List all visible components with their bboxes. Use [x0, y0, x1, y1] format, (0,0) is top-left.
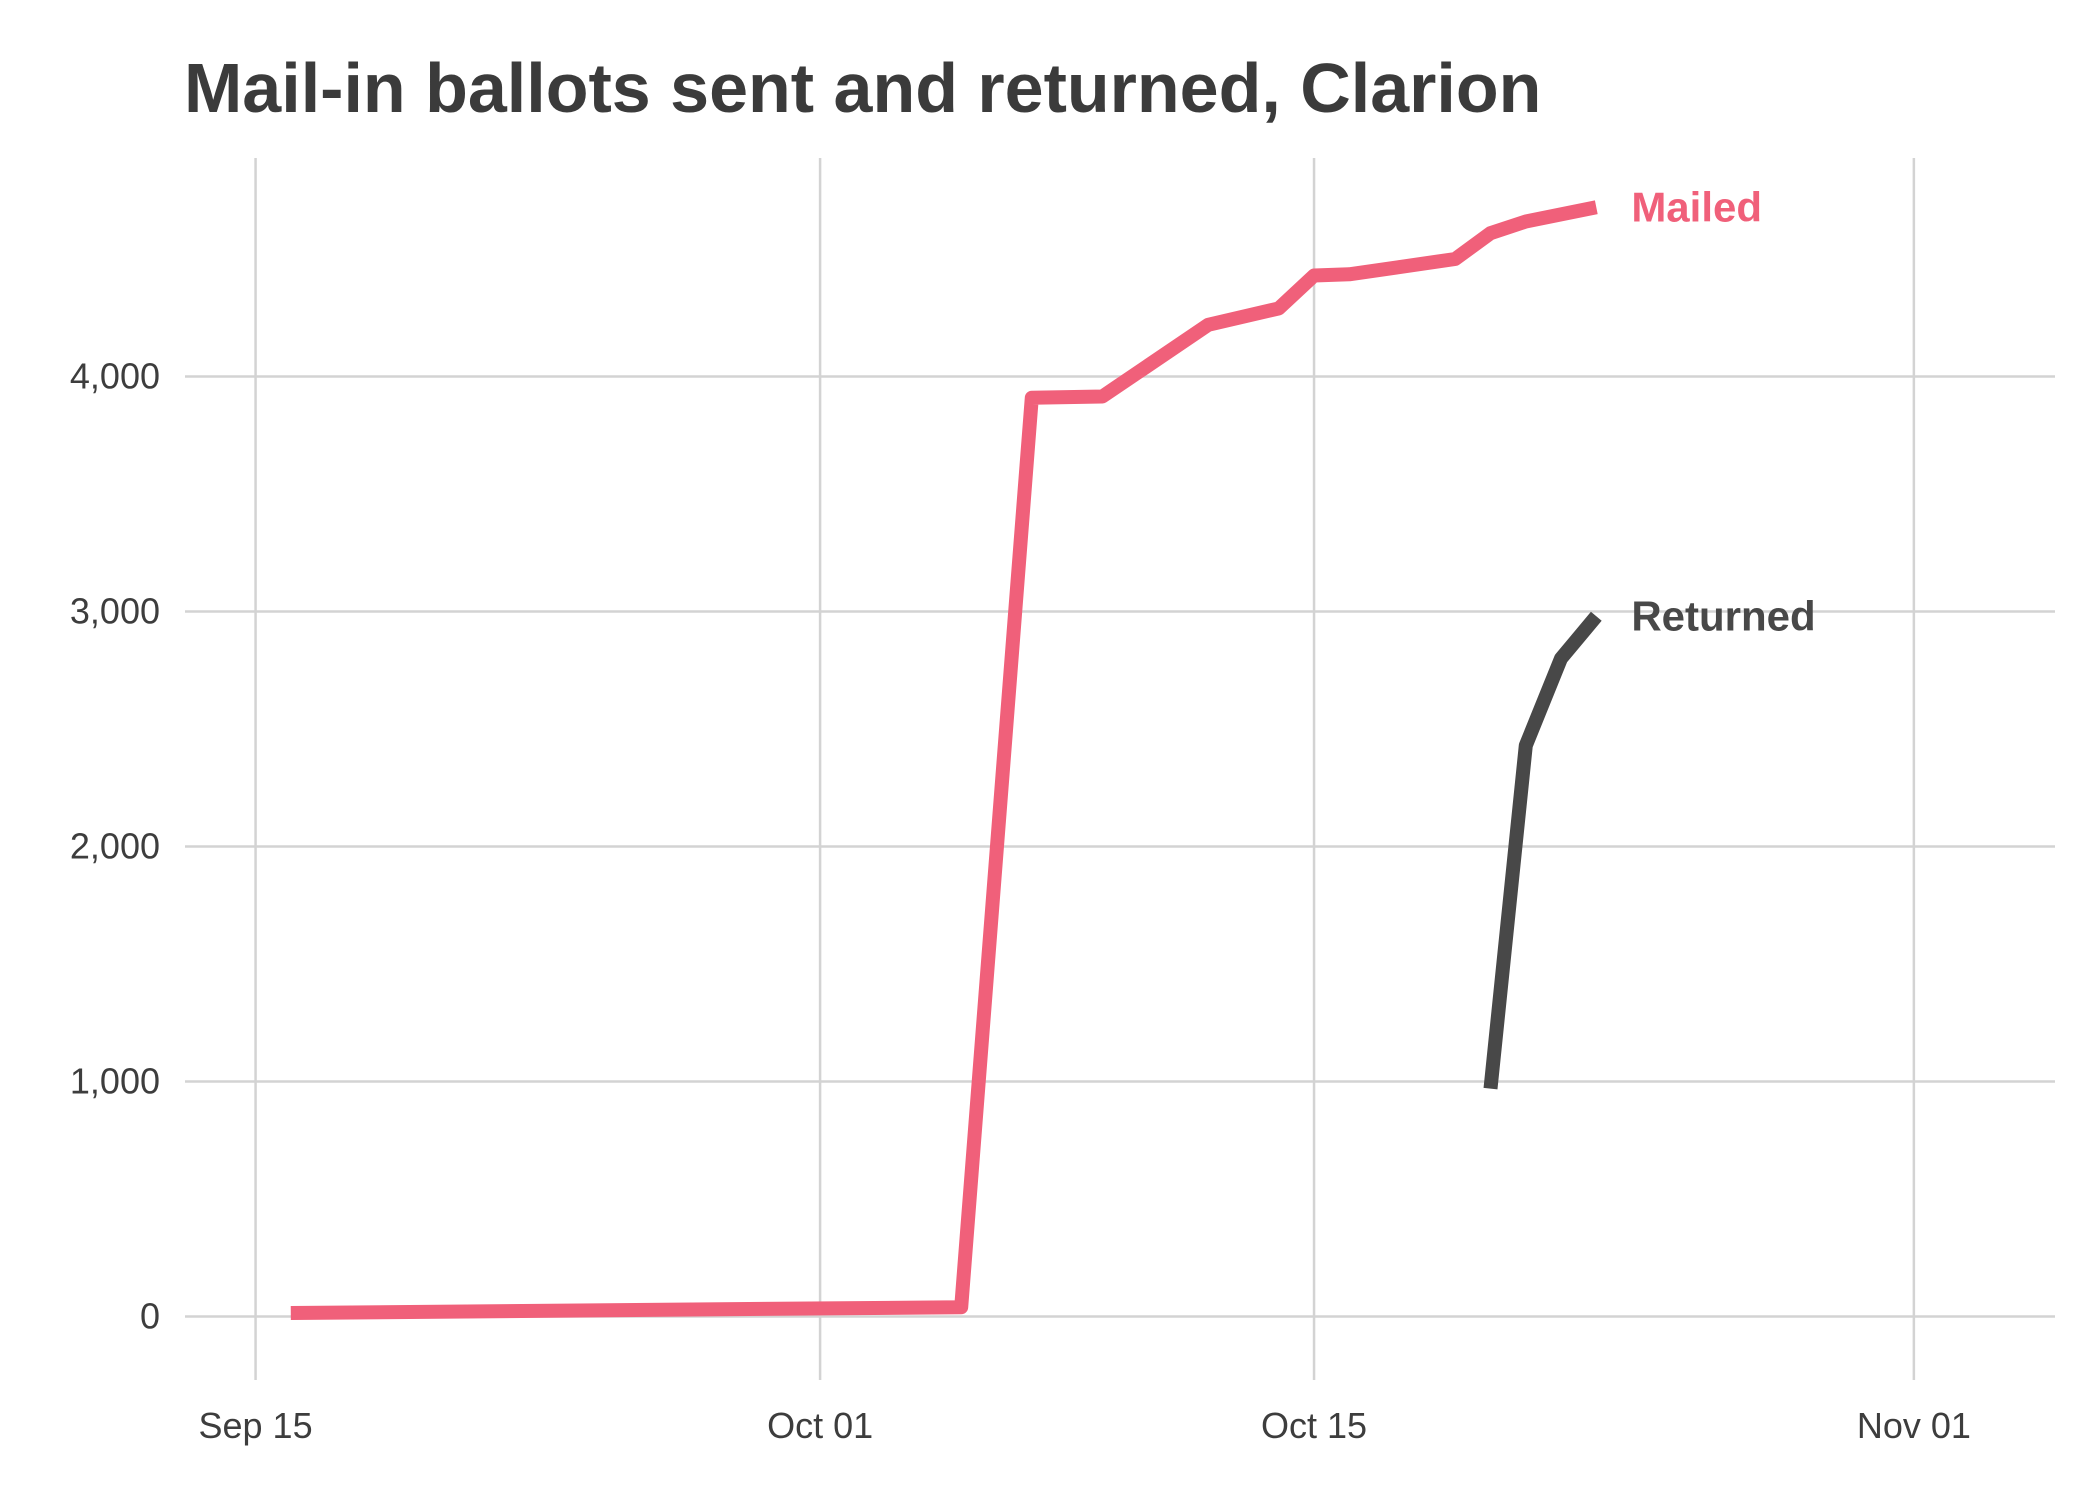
x-tick-label: Oct 01	[767, 1405, 873, 1446]
y-tick-label: 1,000	[70, 1061, 160, 1102]
series-line-returned	[1483, 611, 1602, 1090]
series-lines	[290, 200, 1602, 1320]
y-tick-label: 0	[140, 1296, 160, 1337]
y-tick-label: 2,000	[70, 826, 160, 867]
grid-lines	[185, 158, 2055, 1380]
series-label-mailed: Mailed	[1631, 183, 1762, 230]
series-label-returned: Returned	[1631, 592, 1815, 639]
chart-title: Mail-in ballots sent and returned, Clari…	[184, 49, 1542, 127]
x-tick-label: Oct 15	[1261, 1405, 1367, 1446]
y-tick-label: 4,000	[70, 356, 160, 397]
series-line-mailed	[290, 200, 1598, 1320]
y-tick-label: 3,000	[70, 591, 160, 632]
x-tick-label: Nov 01	[1857, 1405, 1971, 1446]
axis-tick-labels: 0 1,000 2,000 3,000 4,000 Sep 15 Oct 01 Oct 15 N…	[70, 356, 1971, 1446]
x-tick-label: Sep 15	[199, 1405, 313, 1446]
series-end-labels: Mailed Returned	[1631, 183, 1815, 639]
